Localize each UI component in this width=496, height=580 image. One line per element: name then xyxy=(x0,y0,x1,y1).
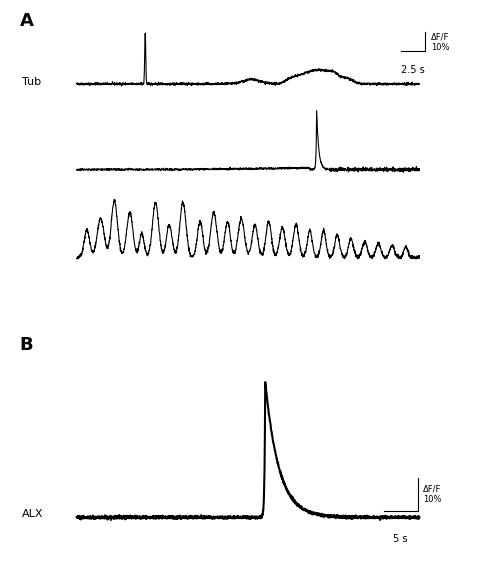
Text: 5 s: 5 s xyxy=(393,534,408,543)
Text: Tub: Tub xyxy=(22,77,41,87)
Text: ALX: ALX xyxy=(22,509,43,519)
Text: 2.5 s: 2.5 s xyxy=(401,65,425,75)
Text: ΔF/F
10%: ΔF/F 10% xyxy=(431,32,449,52)
Text: B: B xyxy=(20,336,33,354)
Text: A: A xyxy=(20,12,34,30)
Text: ΔF/F
10%: ΔF/F 10% xyxy=(423,485,442,505)
